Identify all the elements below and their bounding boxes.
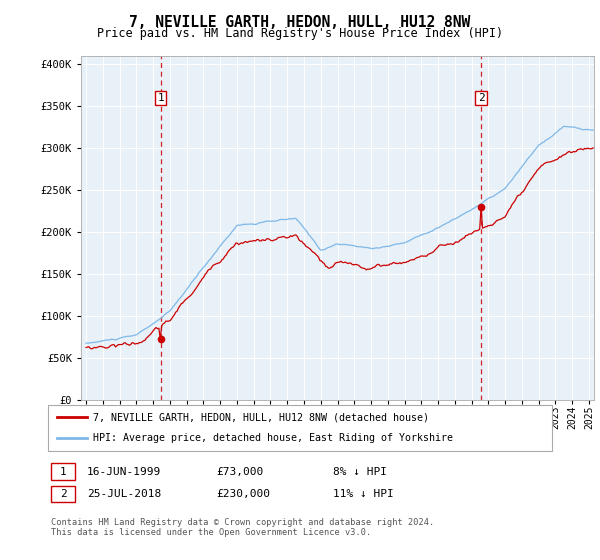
Text: HPI: Average price, detached house, East Riding of Yorkshire: HPI: Average price, detached house, East… bbox=[93, 433, 453, 444]
Text: 11% ↓ HPI: 11% ↓ HPI bbox=[333, 489, 394, 499]
Text: 2: 2 bbox=[59, 489, 67, 499]
Text: 16-JUN-1999: 16-JUN-1999 bbox=[87, 466, 161, 477]
Text: 7, NEVILLE GARTH, HEDON, HULL, HU12 8NW (detached house): 7, NEVILLE GARTH, HEDON, HULL, HU12 8NW … bbox=[93, 412, 429, 422]
Text: Contains HM Land Registry data © Crown copyright and database right 2024.
This d: Contains HM Land Registry data © Crown c… bbox=[51, 518, 434, 538]
Text: £73,000: £73,000 bbox=[216, 466, 263, 477]
Text: 7, NEVILLE GARTH, HEDON, HULL, HU12 8NW: 7, NEVILLE GARTH, HEDON, HULL, HU12 8NW bbox=[130, 15, 470, 30]
Text: 2: 2 bbox=[478, 93, 484, 103]
Text: Price paid vs. HM Land Registry's House Price Index (HPI): Price paid vs. HM Land Registry's House … bbox=[97, 27, 503, 40]
Text: 1: 1 bbox=[157, 93, 164, 103]
Text: 8% ↓ HPI: 8% ↓ HPI bbox=[333, 466, 387, 477]
Text: 1: 1 bbox=[59, 466, 67, 477]
Text: 25-JUL-2018: 25-JUL-2018 bbox=[87, 489, 161, 499]
Text: £230,000: £230,000 bbox=[216, 489, 270, 499]
